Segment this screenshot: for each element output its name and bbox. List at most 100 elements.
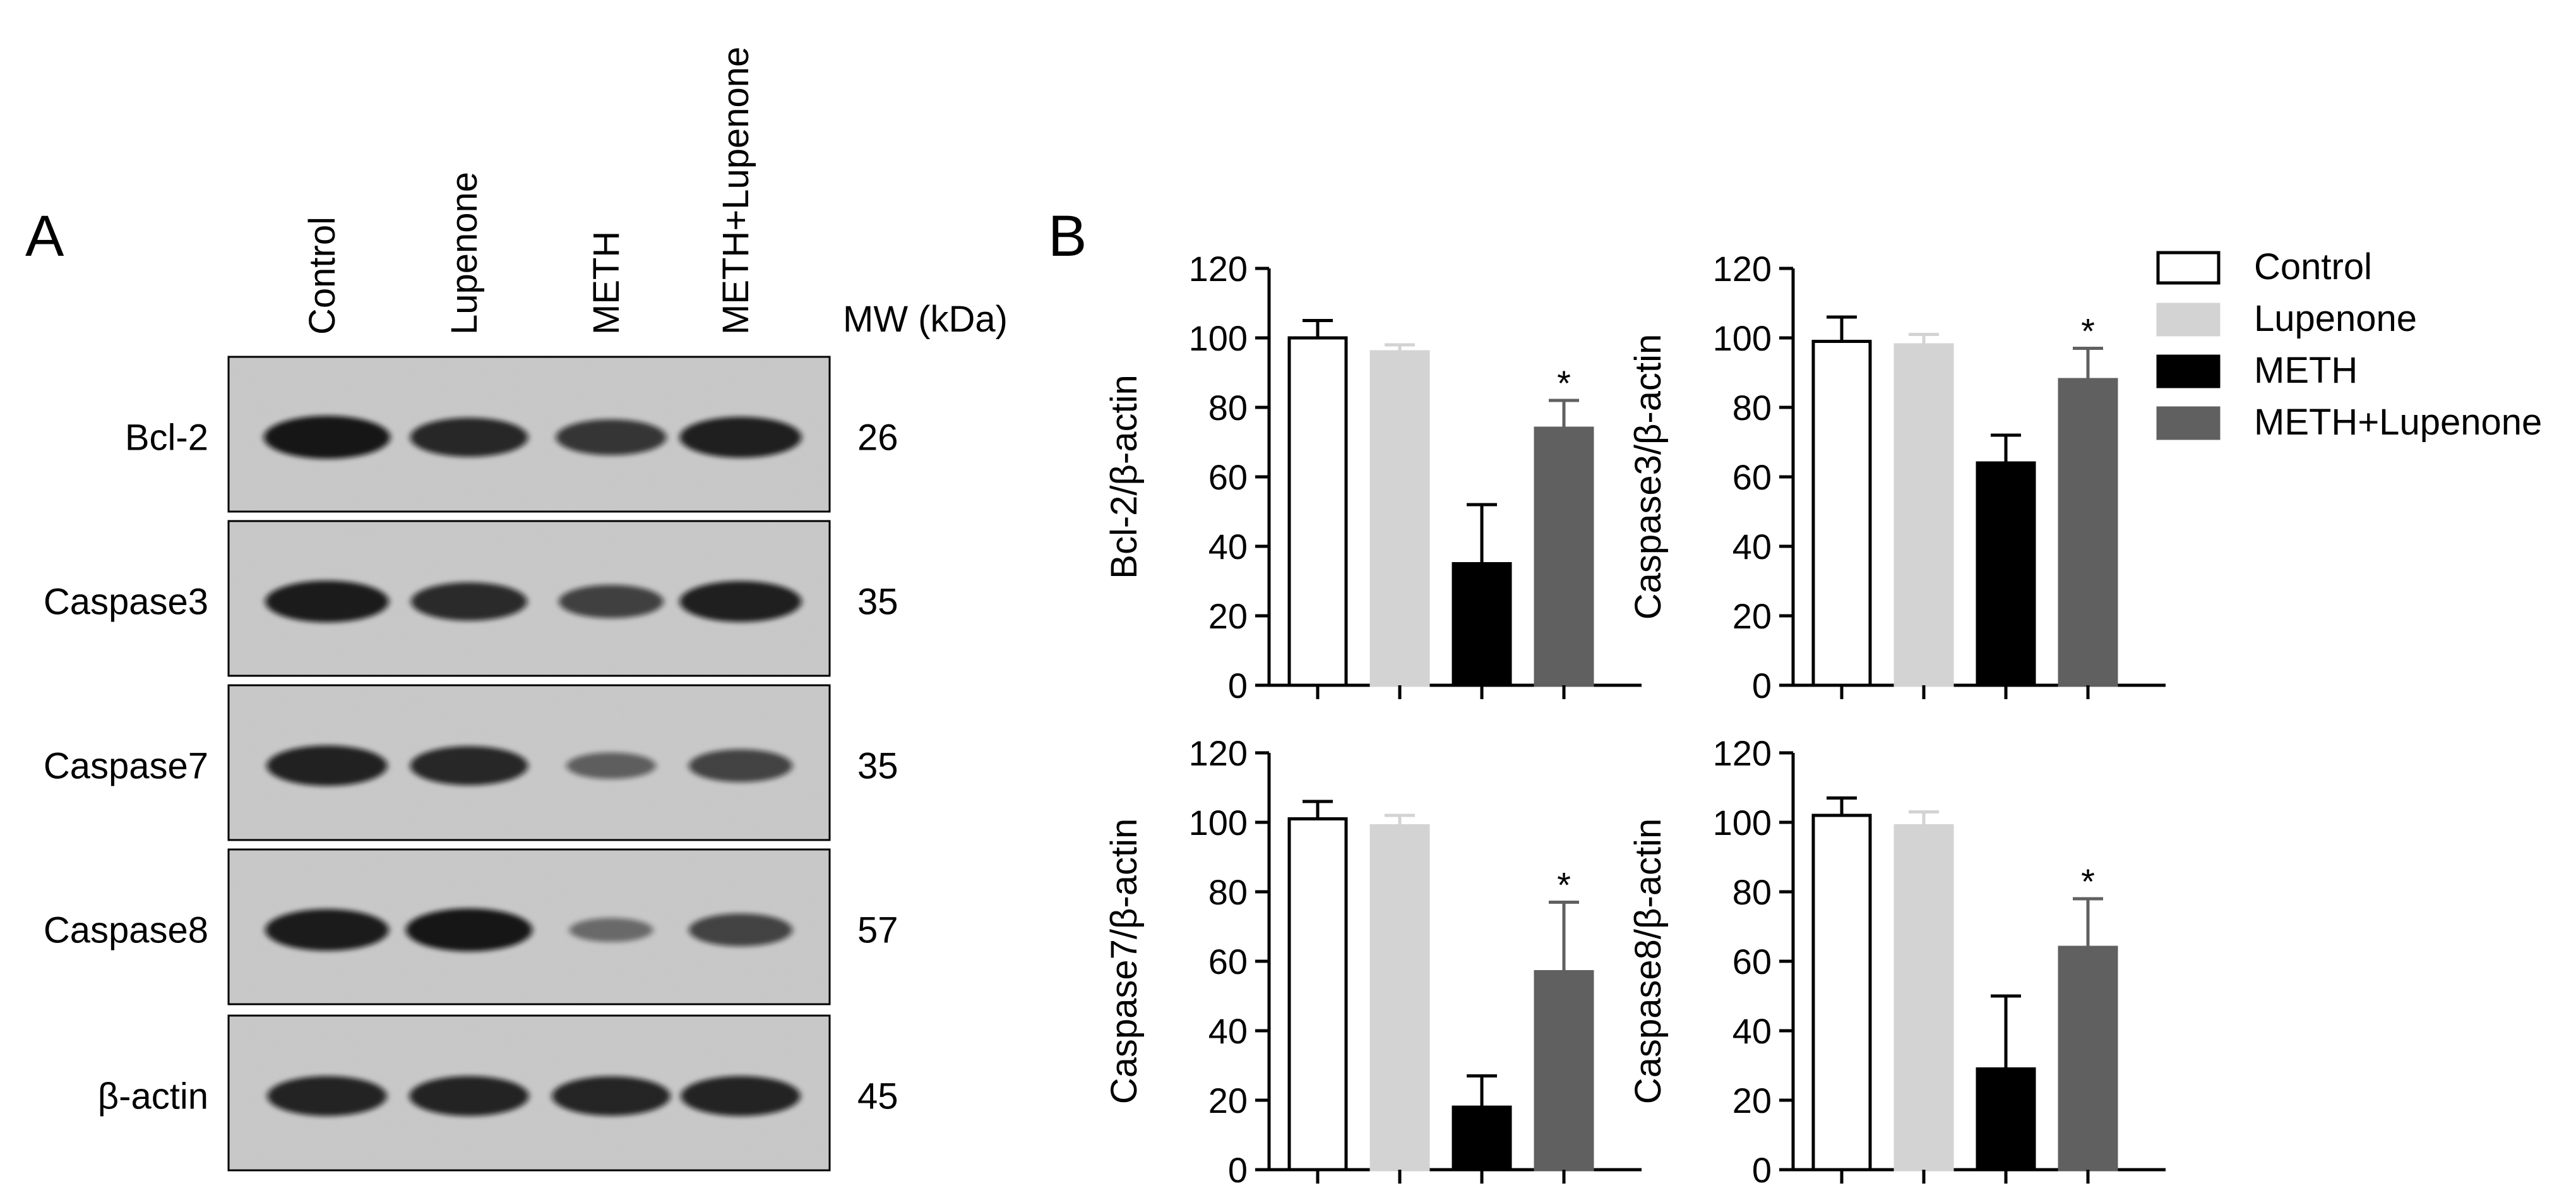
protein-label: Caspase8 <box>44 909 208 951</box>
y-tick-label: 60 <box>1732 942 1772 981</box>
bar <box>1534 970 1594 1172</box>
significance-marker: * <box>1557 865 1571 905</box>
blot-band <box>679 417 802 458</box>
bar <box>1811 813 1872 1172</box>
y-tick-label: 20 <box>1732 596 1772 636</box>
legend-swatch <box>2156 406 2221 440</box>
blot-band <box>556 419 667 455</box>
bar <box>1976 1067 2036 1172</box>
y-tick-label: 20 <box>1208 596 1248 636</box>
bar <box>1893 343 1954 687</box>
y-tick-label: 80 <box>1208 872 1248 912</box>
lane-label: METH <box>586 231 627 335</box>
blot-band <box>552 1076 671 1116</box>
blot-strip: Caspase7 35 <box>44 684 898 841</box>
y-tick-label: 0 <box>1752 1150 1772 1190</box>
y-tick-label: 40 <box>1208 1011 1248 1051</box>
blot-band <box>689 913 792 947</box>
mw-value: 45 <box>857 1076 898 1117</box>
lane-label: Control <box>302 217 343 335</box>
y-tick-label: 120 <box>1189 733 1248 773</box>
bar <box>1811 340 1872 687</box>
y-tick-label: 100 <box>1189 318 1248 358</box>
y-axis-label: Caspase3/β-actin <box>1628 334 1669 620</box>
blot-strip: Caspase8 57 <box>44 848 898 1005</box>
bar-chart: 0 20 40 60 80 100 120 Caspase3/β-actin * <box>1628 249 2166 705</box>
bar-chart: 0 20 40 60 80 100 120 Caspase7/β-actin * <box>1104 733 1642 1190</box>
bar <box>1452 562 1512 687</box>
blot-border <box>227 520 831 677</box>
blot-band <box>267 1076 387 1116</box>
blot-band <box>264 416 390 459</box>
blot-band <box>265 580 389 623</box>
lane-label: METH+Lupenone <box>715 47 756 335</box>
panel-a-label: A <box>25 204 64 268</box>
y-tick-label: 20 <box>1208 1081 1248 1120</box>
blot-band <box>681 1076 801 1116</box>
bar <box>1369 824 1430 1172</box>
blot-band <box>569 918 653 942</box>
quantification-panel: B 0 20 40 60 80 100 120 Bcl-2/β-actin * 0 20 40 60 80… <box>1048 204 2542 1190</box>
blot-band <box>559 585 664 618</box>
bar <box>1287 817 1348 1172</box>
y-tick-label: 80 <box>1732 872 1772 912</box>
blot-band <box>411 582 527 621</box>
blot-strip: β-actin 45 <box>98 1014 898 1172</box>
y-tick-label: 0 <box>1752 666 1772 705</box>
bar <box>1534 426 1594 687</box>
bar <box>2058 378 2118 687</box>
significance-marker: * <box>2081 861 2095 901</box>
bar <box>1452 1105 1512 1172</box>
legend-label: METH+Lupenone <box>2254 402 2542 443</box>
blot-border <box>227 848 831 1005</box>
y-tick-label: 80 <box>1208 388 1248 428</box>
y-tick-label: 40 <box>1732 527 1772 567</box>
blot-strips: Bcl-2 26 Caspase3 35 Caspase7 35 Caspase8 57 β-a… <box>44 356 898 1172</box>
panel-b-label: B <box>1048 204 1087 268</box>
bar <box>1369 350 1430 687</box>
blot-band <box>410 746 528 786</box>
legend-swatch <box>2156 303 2221 337</box>
blot-band <box>689 749 792 783</box>
y-tick-label: 60 <box>1208 457 1248 497</box>
y-tick-label: 40 <box>1732 1011 1772 1051</box>
blot-border <box>227 356 831 513</box>
bar <box>1287 336 1348 687</box>
bar <box>2058 945 2118 1172</box>
mw-value: 26 <box>857 417 898 458</box>
legend-swatch <box>2156 251 2221 285</box>
protein-label: β-actin <box>98 1076 208 1117</box>
blot-band <box>265 909 389 951</box>
bar-charts: 0 20 40 60 80 100 120 Bcl-2/β-actin * 0 20 40 60 80 10… <box>1104 249 2166 1190</box>
significance-marker: * <box>1557 363 1571 403</box>
y-tick-label: 0 <box>1228 1150 1248 1190</box>
blot-strip: Bcl-2 26 <box>125 356 898 513</box>
western-blot-panel: A Control Lupenone METH METH+Lupenone MW (k… <box>25 47 1008 1172</box>
y-axis-label: Caspase7/β-actin <box>1104 819 1145 1104</box>
blot-band <box>406 908 532 952</box>
blot-band <box>266 745 388 786</box>
bar-chart: 0 20 40 60 80 100 120 Caspase8/β-actin * <box>1628 733 2166 1190</box>
y-tick-label: 40 <box>1208 527 1248 567</box>
protein-label: Bcl-2 <box>125 417 208 458</box>
y-tick-label: 120 <box>1713 733 1772 773</box>
y-tick-label: 60 <box>1732 457 1772 497</box>
y-axis-label: Caspase8/β-actin <box>1628 819 1669 1104</box>
legend-label: Control <box>2254 246 2372 287</box>
legend-label: METH <box>2254 350 2358 391</box>
y-tick-label: 100 <box>1189 803 1248 843</box>
blot-border <box>227 1014 831 1172</box>
y-tick-label: 100 <box>1713 803 1772 843</box>
y-tick-label: 0 <box>1228 666 1248 705</box>
bar <box>1893 824 1954 1172</box>
y-tick-label: 80 <box>1732 388 1772 428</box>
y-tick-label: 60 <box>1208 942 1248 981</box>
blot-band <box>409 1076 529 1116</box>
mw-header: MW (kDa) <box>843 299 1008 340</box>
y-tick-label: 20 <box>1732 1081 1772 1120</box>
y-tick-label: 120 <box>1713 249 1772 289</box>
lane-label: Lupenone <box>444 172 485 335</box>
protein-label: Caspase3 <box>44 581 208 622</box>
legend-swatch <box>2156 354 2221 388</box>
